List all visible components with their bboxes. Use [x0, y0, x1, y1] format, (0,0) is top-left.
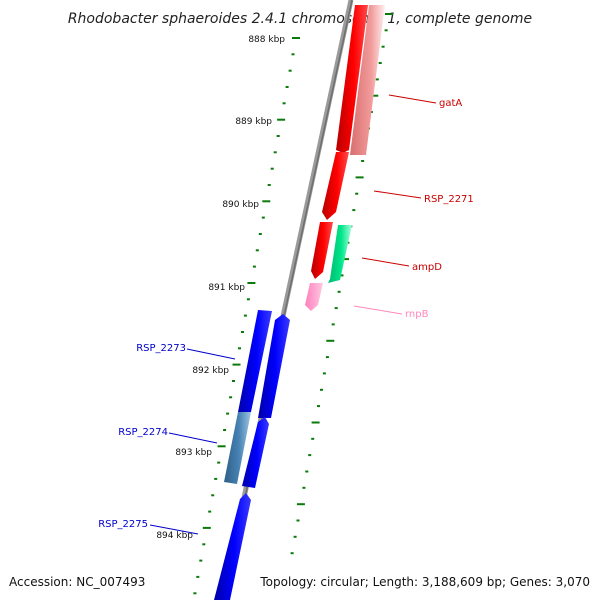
tick-label: 893 kbp: [175, 448, 212, 458]
tick-labels: 888 kbp 889 kbp 890 kbp 891 kbp 892 kbp …: [156, 35, 285, 541]
gene-labels: gatA RSP_2271 ampD rnpB RSP_2273 RSP_227…: [98, 98, 474, 530]
gene-gatA-faded: [350, 5, 385, 155]
gene-label-ampD: ampD: [412, 262, 442, 273]
gene-label-RSP_2273: RSP_2273: [136, 343, 186, 354]
tick-label: 892 kbp: [192, 366, 229, 376]
tick-label: 894 kbp: [156, 531, 193, 541]
gene-gatA: [336, 5, 368, 153]
accession-text: Accession: NC_007493: [9, 575, 145, 589]
gene-RSP_2274-arrow: [242, 417, 269, 488]
reverse-genes: [214, 310, 290, 600]
gene-rnpB: [305, 283, 323, 311]
gene-RSP_2274: [224, 412, 251, 484]
tick-label: 889 kbp: [235, 117, 272, 127]
gene-RSP_2273: [238, 310, 272, 412]
label-leaders: [149, 94, 437, 535]
gene-label-RSP_2271: RSP_2271: [424, 194, 474, 205]
gene-RSP_2271-2: [311, 222, 333, 279]
tick-label: 891 kbp: [208, 283, 245, 293]
outer-track-dots: [290, 13, 393, 555]
gene-label-RSP_2275: RSP_2275: [98, 519, 148, 530]
gene-label-gatA: gatA: [439, 98, 462, 109]
gene-RSP_2275: [214, 493, 251, 600]
gene-RSP_2271: [322, 152, 349, 220]
gene-label-RSP_2274: RSP_2274: [118, 427, 168, 438]
genome-summary-text: Topology: circular; Length: 3,188,609 bp…: [259, 575, 590, 589]
gene-ampD: [328, 225, 352, 283]
gene-label-rnpB: rnpB: [405, 309, 429, 320]
tick-label: 888 kbp: [248, 35, 285, 45]
forward-genes: [305, 5, 385, 311]
map-title: Rhodobacter sphaeroides 2.4.1 chromosome…: [68, 11, 532, 27]
tick-label: 890 kbp: [222, 200, 259, 210]
tick-scale: [193, 37, 300, 595]
gene-RSP_2273-arrow: [258, 314, 290, 418]
